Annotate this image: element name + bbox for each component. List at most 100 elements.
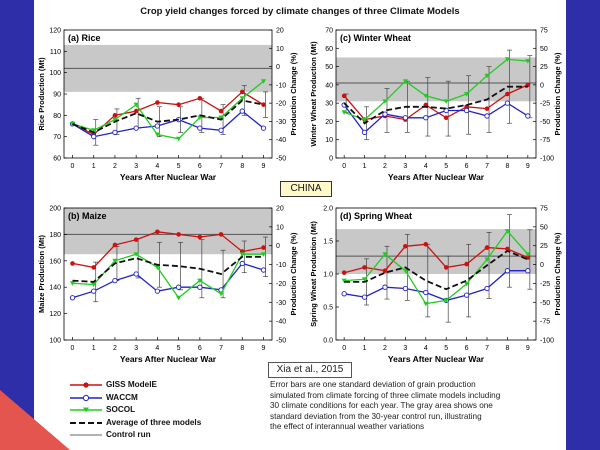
legend-label-average: Average of three models bbox=[106, 417, 202, 427]
data-point-waccm bbox=[239, 108, 245, 114]
right-y-tick-label: -50 bbox=[276, 156, 286, 163]
x-tick-label: 7 bbox=[219, 163, 223, 170]
caption-line: standard deviation from the 30-year cont… bbox=[270, 411, 482, 421]
region-label: CHINA bbox=[280, 181, 332, 197]
data-point-giss bbox=[112, 113, 118, 118]
x-tick-label: 9 bbox=[526, 345, 530, 352]
right-y-axis-label: Production Change (%) bbox=[289, 52, 298, 135]
data-point-waccm bbox=[341, 291, 347, 297]
x-axis-label: Years After Nuclear War bbox=[120, 354, 217, 364]
y-tick-label: 70 bbox=[325, 28, 333, 35]
y-tick-label: 1.0 bbox=[323, 272, 333, 279]
data-point-waccm bbox=[382, 284, 388, 290]
data-point-waccm bbox=[239, 260, 245, 267]
data-point-giss bbox=[239, 89, 245, 95]
right-y-tick-label: 25 bbox=[540, 64, 548, 71]
data-point-giss bbox=[155, 229, 160, 235]
data-point-socol bbox=[504, 229, 511, 234]
right-y-tick-label: 50 bbox=[540, 46, 548, 53]
x-tick-label: 1 bbox=[363, 345, 367, 352]
y-tick-label: 60 bbox=[53, 156, 61, 163]
data-point-giss bbox=[218, 108, 224, 114]
figure-title: Crop yield changes forced by climate cha… bbox=[140, 6, 460, 17]
y-tick-label: 70 bbox=[53, 134, 61, 141]
right-y-tick-label: -20 bbox=[276, 281, 286, 288]
right-y-tick-label: -40 bbox=[276, 319, 286, 326]
data-point-giss bbox=[341, 93, 347, 99]
legend: GISS ModelE WACCM SOCOL Average of three… bbox=[68, 379, 258, 449]
right-y-tick-label: -50 bbox=[276, 338, 286, 345]
data-point-waccm bbox=[423, 115, 429, 121]
data-point-socol bbox=[112, 258, 118, 264]
data-point-giss bbox=[70, 261, 75, 266]
data-point-waccm bbox=[197, 125, 203, 131]
caption-line: simulated from climate forcing of three … bbox=[270, 390, 501, 400]
x-tick-label: 0 bbox=[71, 345, 75, 352]
data-point-socol bbox=[361, 277, 368, 282]
y-tick-label: 1.5 bbox=[323, 239, 333, 246]
y-tick-label: 20 bbox=[325, 119, 333, 126]
x-tick-label: 2 bbox=[113, 345, 117, 352]
y-tick-label: 50 bbox=[325, 64, 333, 71]
legend-item-average: Average of three models bbox=[68, 417, 258, 430]
x-tick-label: 9 bbox=[526, 163, 530, 170]
right-y-tick-label: -40 bbox=[276, 137, 286, 144]
y-tick-label: 160 bbox=[49, 258, 61, 265]
y-tick-label: 100 bbox=[49, 338, 61, 345]
plot-frame bbox=[335, 29, 537, 159]
y-tick-label: 100 bbox=[49, 70, 61, 77]
x-tick-label: 5 bbox=[444, 163, 448, 170]
data-point-waccm bbox=[218, 127, 224, 133]
data-point-socol bbox=[218, 115, 224, 121]
plot-frame bbox=[63, 207, 273, 341]
x-tick-label: 0 bbox=[71, 163, 75, 170]
y-axis-label: Rice Production (Mt) bbox=[37, 57, 46, 131]
x-tick-label: 2 bbox=[383, 345, 387, 352]
right-y-tick-label: -25 bbox=[540, 101, 550, 108]
data-point-giss bbox=[443, 115, 449, 121]
data-point-waccm bbox=[382, 111, 388, 117]
data-point-socol bbox=[464, 92, 470, 97]
data-point-socol bbox=[239, 96, 245, 101]
caption-line: the effect of interannual weather variat… bbox=[270, 422, 425, 431]
right-y-axis-label: Production Change (%) bbox=[553, 232, 562, 315]
right-y-tick-label: -50 bbox=[540, 119, 550, 126]
right-y-tick-label: -20 bbox=[276, 101, 286, 108]
right-y-tick-label: 10 bbox=[276, 46, 284, 53]
x-axis-label: Years After Nuclear War bbox=[388, 354, 485, 364]
data-point-waccm bbox=[504, 100, 511, 106]
series-line-waccm bbox=[343, 102, 529, 134]
data-point-giss bbox=[133, 237, 139, 242]
data-point-socol bbox=[197, 115, 203, 121]
right-y-tick-label: 50 bbox=[540, 224, 548, 231]
legend-item-socol: SOCOL bbox=[68, 404, 258, 417]
x-tick-label: 8 bbox=[240, 345, 244, 352]
right-y-tick-label: 75 bbox=[540, 28, 548, 35]
caption-text: Error bars are one standard deviation of… bbox=[270, 380, 566, 433]
legend-item-control: Control run bbox=[68, 429, 258, 442]
data-point-waccm bbox=[525, 268, 531, 274]
x-tick-label: 2 bbox=[383, 163, 387, 170]
right-y-tick-label: -10 bbox=[276, 82, 286, 89]
data-point-waccm bbox=[463, 107, 470, 114]
x-tick-label: 5 bbox=[177, 345, 181, 352]
data-point-socol bbox=[484, 73, 490, 79]
x-axis-label: Years After Nuclear War bbox=[120, 172, 217, 182]
data-point-socol bbox=[525, 59, 531, 64]
data-point-giss bbox=[261, 102, 266, 107]
x-tick-label: 7 bbox=[485, 163, 489, 170]
right-y-tick-label: -75 bbox=[540, 319, 550, 326]
y-axis-label: Winter Wheat Production (Mt) bbox=[309, 41, 318, 147]
x-tick-label: 9 bbox=[262, 163, 266, 170]
right-y-tick-label: -25 bbox=[540, 281, 550, 288]
right-y-tick-label: 10 bbox=[276, 224, 284, 231]
data-point-socol bbox=[443, 99, 449, 104]
data-point-giss bbox=[443, 265, 449, 270]
data-point-giss bbox=[382, 268, 388, 273]
y-tick-label: 200 bbox=[49, 206, 61, 213]
right-y-tick-label: -50 bbox=[540, 300, 550, 307]
caption-line: Error bars are one standard deviation of… bbox=[270, 380, 476, 389]
right-y-axis-label: Production Change (%) bbox=[553, 52, 562, 135]
right-y-tick-label: -10 bbox=[276, 262, 286, 269]
